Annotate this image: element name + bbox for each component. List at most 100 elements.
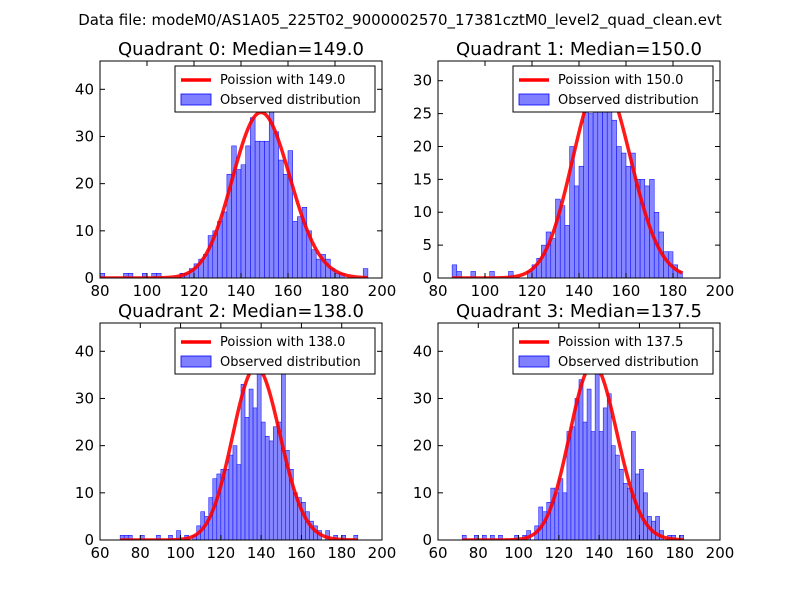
legend-label-observed: Observed distribution: [558, 355, 699, 370]
subplot-title: Quadrant 0: Median=149.0: [118, 39, 364, 60]
histogram-bar: [250, 117, 256, 278]
histogram-bar: [268, 440, 274, 540]
histogram-bar: [451, 264, 458, 278]
y-tick-label: 30: [75, 127, 94, 145]
histogram-bar: [625, 165, 631, 278]
x-tick-label: 140: [565, 282, 594, 300]
histogram-bar: [602, 106, 608, 278]
histogram-bar: [311, 249, 317, 278]
x-tick-label: 180: [665, 544, 694, 562]
legend-bar-swatch: [518, 93, 550, 106]
x-tick-label: 160: [274, 282, 303, 300]
x-tick-label: 100: [504, 544, 533, 562]
x-tick-label: 100: [166, 544, 195, 562]
histogram-bar: [586, 388, 592, 540]
y-tick-label: 0: [422, 269, 432, 287]
y-tick-label: 25: [413, 105, 432, 123]
histogram-bar: [639, 468, 644, 540]
histogram-bar: [582, 421, 588, 540]
x-tick-label: 120: [207, 544, 236, 562]
x-tick-label: 140: [585, 544, 614, 562]
legend-label-poisson: Poission with 150.0: [558, 73, 683, 88]
histogram-bar: [570, 426, 576, 540]
histogram-bar: [611, 119, 617, 278]
histogram-bar: [574, 185, 580, 278]
histogram-bar: [315, 258, 322, 278]
histogram-bar: [615, 454, 620, 540]
figure-title: Data file: modeM0/AS1A05_225T02_90000025…: [78, 11, 722, 30]
histogram-bar: [583, 106, 589, 278]
x-tick-label: 160: [287, 544, 316, 562]
subplot-quadrant-3: 60 80 100 120 140 160 180 200 0 10 20 30 40 Quadrant …: [413, 301, 734, 562]
x-tick-label: 80: [90, 282, 109, 300]
x-tick-label: 100: [471, 282, 500, 300]
histogram-bar: [264, 140, 270, 278]
y-tick-label: 30: [75, 389, 94, 407]
histogram-bar: [578, 379, 584, 540]
histogram-bar: [221, 211, 228, 278]
histogram-bar: [156, 273, 162, 278]
x-tick-label: 200: [368, 282, 397, 300]
y-tick-label: 0: [422, 531, 432, 549]
y-tick-label: 10: [75, 222, 94, 240]
histogram-bar: [224, 468, 230, 540]
x-tick-label: 200: [706, 282, 735, 300]
histogram-bar: [508, 271, 514, 278]
histogram-bar: [248, 388, 254, 540]
x-tick-label: 200: [368, 544, 397, 562]
x-tick-label: 200: [706, 544, 735, 562]
legend-bar-swatch: [518, 355, 550, 368]
x-tick-label: 140: [227, 282, 256, 300]
histogram-bar: [578, 165, 584, 278]
y-tick-label: 20: [75, 437, 94, 455]
histogram-bar: [550, 238, 556, 278]
y-tick-label: 40: [75, 80, 94, 98]
histogram-bar: [558, 478, 564, 540]
histogram-bar: [456, 271, 462, 278]
histogram-bar: [252, 407, 258, 540]
histogram-bar: [616, 146, 622, 278]
histogram-bar: [598, 431, 604, 540]
histogram-bar: [244, 417, 250, 540]
histogram-bar: [287, 150, 293, 278]
histogram-bar: [260, 421, 266, 540]
x-tick-label: 160: [625, 544, 654, 562]
subplot-quadrant-1: 80 100 120 140 160 180 200 0 5 10 15 20 25 30 Quadrant…: [413, 39, 734, 300]
y-tick-label: 20: [413, 437, 432, 455]
histogram-bar: [594, 351, 600, 540]
histogram-bar: [592, 93, 599, 278]
subplot-quadrant-0: 80 100 120 140 160 180 200 0 10 20 30 40 Quadrant 0:…: [75, 39, 396, 300]
histogram-bar: [273, 131, 279, 278]
histogram-bar: [297, 216, 303, 278]
x-tick-label: 180: [327, 544, 356, 562]
histogram-bar: [240, 384, 246, 540]
legend: Poission with 137.5 Observed distribution: [512, 327, 714, 375]
legend-bar-swatch: [180, 93, 212, 106]
histogram-bar: [643, 492, 648, 540]
x-tick-label: 120: [545, 544, 574, 562]
y-tick-label: 20: [75, 175, 94, 193]
y-tick-label: 5: [422, 236, 432, 254]
histogram-bar: [272, 426, 278, 540]
x-tick-label: 80: [428, 282, 447, 300]
histogram-bar: [228, 454, 234, 540]
histogram-bar: [623, 483, 628, 540]
subplot-title: Quadrant 2: Median=138.0: [118, 301, 364, 322]
legend-label-observed: Observed distribution: [558, 93, 699, 108]
histogram-bar: [283, 173, 289, 278]
histogram-bar: [278, 159, 284, 278]
histogram-bar: [489, 271, 495, 278]
y-tick-label: 0: [84, 269, 94, 287]
y-tick-label: 40: [75, 342, 94, 360]
legend-label-observed: Observed distribution: [220, 93, 361, 108]
histogram-bar: [631, 431, 636, 540]
histogram-bar: [254, 140, 261, 278]
y-tick-label: 0: [84, 531, 94, 549]
x-tick-label: 120: [180, 282, 209, 300]
histogram-bar: [602, 407, 608, 540]
x-tick-label: 80: [469, 544, 488, 562]
histogram-bar: [259, 140, 265, 278]
histogram-bar: [240, 164, 246, 278]
histogram-bar: [590, 431, 596, 540]
